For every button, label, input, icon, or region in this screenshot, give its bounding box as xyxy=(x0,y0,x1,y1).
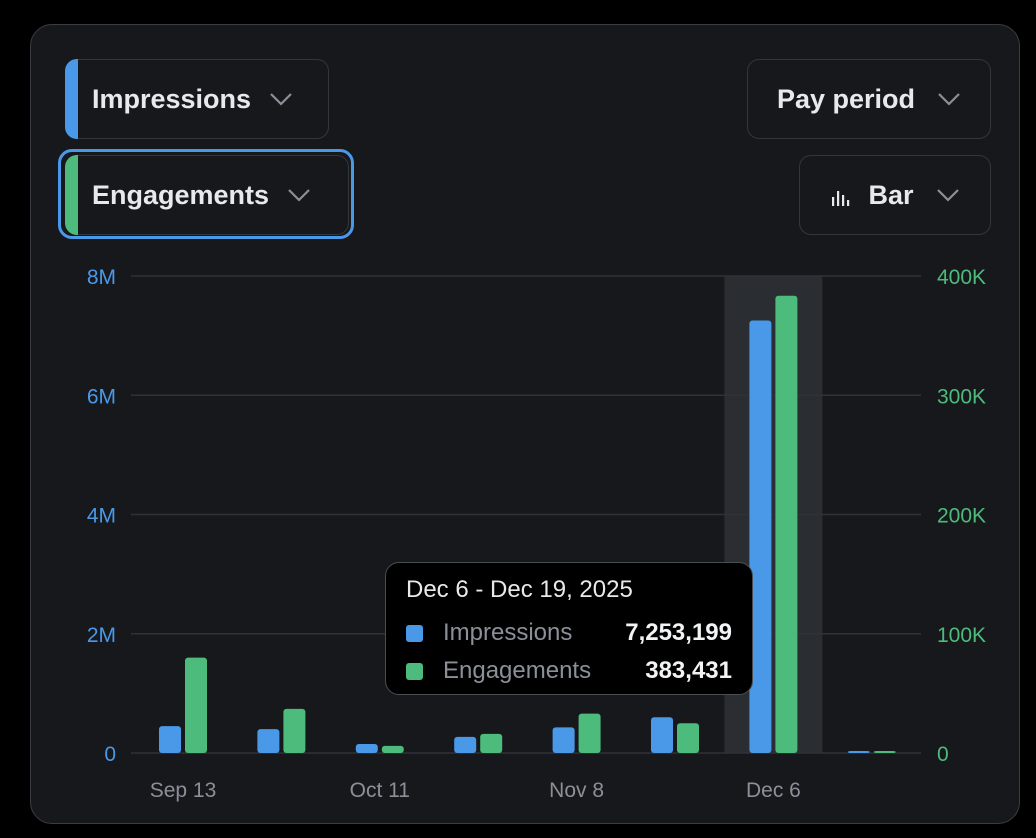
bar-impressions-sep-27 xyxy=(257,729,280,753)
chevron-down-icon xyxy=(287,188,311,202)
impressions-metric-dropdown[interactable]: Impressions xyxy=(65,59,329,139)
y-left-tick-label: 6M xyxy=(87,385,116,408)
bar-impressions-nov-8 xyxy=(552,727,575,753)
y-right-tick-label: 0 xyxy=(937,743,949,766)
y-left-tick-label: 8M xyxy=(87,266,116,289)
bar-chart-icon xyxy=(830,184,852,206)
impressions-color-swatch xyxy=(65,59,78,139)
bar-impressions-oct-11 xyxy=(355,744,378,753)
engagements-dropdown-label: Engagements xyxy=(92,179,270,210)
engagements-dropdown-focus-ring xyxy=(58,149,354,239)
x-tick-label: Dec 6 xyxy=(746,779,801,802)
y-right-tick-label: 400K xyxy=(937,266,986,289)
bar-impressions-dec-20 xyxy=(847,751,870,753)
y-right-tick-label: 200K xyxy=(937,505,986,528)
chevron-down-icon xyxy=(936,188,960,202)
bar-impressions-oct-25 xyxy=(454,736,477,753)
pay-period-label: Pay period xyxy=(776,83,916,114)
bar-engagements-sep-27 xyxy=(283,708,306,753)
tooltip-title: Dec 6 - Dec 19, 2025 xyxy=(406,576,633,603)
tooltip-row-impressions: Impressions 7,253,199 xyxy=(406,614,732,652)
y-left-tick-label: 0 xyxy=(104,743,116,766)
tooltip-engagements-label: Engagements xyxy=(443,657,592,684)
tooltip-engagements-swatch xyxy=(406,662,423,680)
chevron-down-icon xyxy=(269,92,293,106)
y-right-tick-label: 100K xyxy=(937,624,986,647)
y-left-tick-label: 4M xyxy=(87,505,116,528)
chart-type-dropdown[interactable]: Bar xyxy=(799,155,991,235)
chart-tooltip: Dec 6 - Dec 19, 2025 Impressions 7,253,1… xyxy=(385,562,753,695)
bar-engagements-dec-6 xyxy=(775,295,798,753)
bar-engagements-oct-11 xyxy=(381,745,404,753)
y-left-tick-label: 2M xyxy=(87,624,116,647)
chart-type-label: Bar xyxy=(868,179,914,210)
tooltip-row-engagements: Engagements 383,431 xyxy=(406,652,732,690)
impressions-dropdown-label: Impressions xyxy=(92,83,252,114)
engagements-color-swatch xyxy=(65,155,78,235)
bar-impressions-nov-22 xyxy=(651,717,673,753)
bar-engagements-sep-13 xyxy=(185,657,207,753)
pay-period-dropdown[interactable]: Pay period xyxy=(747,59,991,139)
engagements-metric-dropdown[interactable]: Engagements xyxy=(65,155,349,235)
x-tick-label: Oct 11 xyxy=(350,779,410,802)
analytics-card: Impressions Engagements Pay period Bar xyxy=(30,24,1020,824)
x-tick-label: Nov 8 xyxy=(549,779,604,802)
x-tick-label: Sep 13 xyxy=(150,779,217,802)
bar-impressions-sep-13 xyxy=(159,726,181,753)
bar-impressions-dec-6 xyxy=(749,320,772,753)
bar-chart[interactable]: 0 2M 4M 6M 8M 0 100K 200K 300K 400K Sep 13 Oct 11 No… xyxy=(31,25,1021,825)
tooltip-impressions-value: 7,253,199 xyxy=(625,619,732,646)
y-right-tick-label: 300K xyxy=(937,385,986,408)
tooltip-engagements-value: 383,431 xyxy=(645,657,732,684)
tooltip-impressions-label: Impressions xyxy=(443,619,573,646)
bar-engagements-nov-22 xyxy=(677,723,699,753)
bar-engagements-oct-25 xyxy=(480,733,503,753)
chevron-down-icon xyxy=(937,92,961,106)
bar-engagements-dec-20 xyxy=(873,751,896,753)
bar-engagements-nov-8 xyxy=(578,713,601,753)
tooltip-impressions-swatch xyxy=(406,624,423,642)
